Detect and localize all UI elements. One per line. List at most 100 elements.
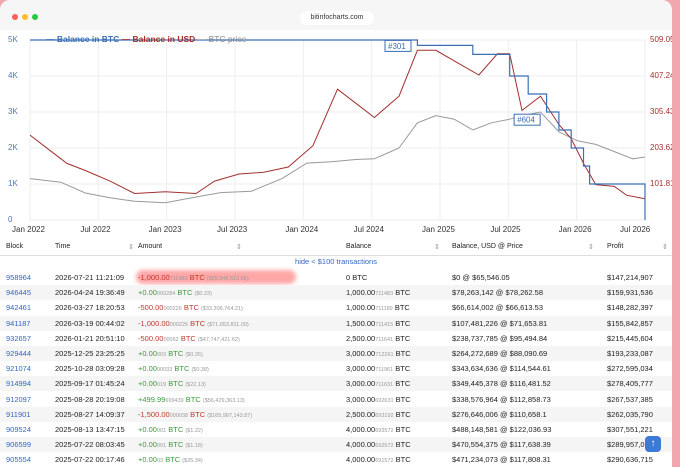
profit-cell: $147,214,907	[607, 273, 653, 282]
block-link[interactable]: 929444	[6, 349, 32, 358]
table-row[interactable]: 932657 2026-01-21 20:51:10 -500.0000062 BT…	[0, 331, 672, 346]
profit-cell: $289,957,016	[607, 440, 653, 450]
close-window-icon[interactable]	[12, 14, 18, 20]
balance-cell: 3,000.00711961 BTC	[346, 364, 411, 374]
col-balance[interactable]: Balance	[346, 243, 372, 250]
x-tick-label: Jul 2026	[620, 225, 651, 234]
balance-cell: 3,000.00711631 BTC	[346, 379, 411, 389]
y-right-tick-label: 509.05	[650, 35, 672, 44]
table-header: Block Time Amount Balance Balance, USD @…	[0, 240, 672, 256]
sort-arrows-icon[interactable]: ⇕	[236, 244, 242, 251]
x-tick-label: Jan 2025	[422, 225, 455, 234]
x-tick-label: Jul 2023	[217, 225, 248, 234]
block-link[interactable]: 912097	[6, 394, 32, 404]
amount-cell: -500.0000062 BTC ($47,747,421.62)	[138, 333, 240, 343]
x-tick-label: Jan 2024	[285, 225, 319, 234]
hide-small-transactions-link[interactable]: hide < $100 transactions	[295, 257, 377, 266]
balance-cell: 3,000.00692631 BTC	[346, 394, 411, 404]
balance-cell: 2,500.00711641 BTC	[346, 333, 411, 343]
maximize-window-icon[interactable]	[32, 14, 38, 20]
x-tick-label: Jul 2025	[490, 225, 521, 234]
sort-arrows-icon[interactable]: ⇕	[662, 244, 668, 251]
time-cell: 2026-04-24 19:36:49	[55, 288, 125, 298]
x-tick-label: Jul 2024	[353, 225, 384, 234]
y-tick-label: 1K	[8, 179, 18, 188]
balance-usd-cell: $338,576,964 @ $112,858.73	[452, 394, 551, 404]
col-amount[interactable]: Amount	[138, 243, 163, 250]
legend-balance-usd: — Balance in USD	[121, 34, 196, 44]
table-row[interactable]: 929444 2025-12-25 23:25:25 +0.00003 BTC ($…	[0, 346, 672, 361]
table-row[interactable]: 905554 2025-07-22 00:17:46 +0.0003 BTC ($3…	[0, 452, 672, 467]
table-row[interactable]: 914994 2025-09-17 01:45:24 +0.00019 BTC ($…	[0, 376, 672, 392]
block-link[interactable]: 906599	[6, 440, 32, 450]
minimize-window-icon[interactable]	[22, 14, 28, 20]
balance-chart: #301 #604	[29, 39, 646, 221]
table-row[interactable]: 942461 2026-03-27 18:20:53 -500.00000226 B…	[0, 300, 672, 315]
profit-cell: $262,035,790	[607, 409, 653, 419]
url-bar[interactable]: bitinfocharts.com	[300, 11, 374, 25]
table-row[interactable]: 911901 2025-08-27 14:09:37 -1,500.00000038…	[0, 406, 672, 422]
table-row[interactable]: 941187 2026-03-19 00:44:02 -1,000.00000226…	[0, 315, 672, 331]
y-right-tick-label: 203.62	[650, 143, 672, 152]
arrow-up-icon[interactable]: ↑	[645, 436, 661, 452]
time-cell: 2026-01-21 20:51:10	[55, 333, 125, 343]
time-cell: 2026-03-19 00:44:02	[55, 318, 125, 328]
balance-usd-cell: $276,646,006 @ $110,658.1	[452, 409, 547, 419]
block-link[interactable]: 921074	[6, 364, 32, 374]
table-row[interactable]: 909524 2025-08-13 13:47:15 +0.00001 BTC ($…	[0, 422, 672, 437]
balance-usd-cell: $471,234,073 @ $117,808.31	[452, 455, 551, 465]
balance-cell: 3,000.00712261 BTC	[346, 349, 411, 358]
balance-usd-cell: $238,737,785 @ $95,494.84	[452, 333, 548, 343]
y-right-tick-label: 101.81	[650, 179, 672, 188]
block-link[interactable]: 905554	[6, 455, 32, 465]
title-bar: bitinfocharts.com	[0, 0, 672, 30]
col-block[interactable]: Block	[6, 243, 24, 250]
table-row[interactable]: 906599 2025-07-22 08:03:45 +0.00001 BTC ($…	[0, 437, 672, 453]
sort-arrows-icon[interactable]: ⇕	[128, 244, 134, 251]
block-link[interactable]: 914994	[6, 379, 32, 389]
col-balance-usd[interactable]: Balance, USD @ Price	[452, 243, 523, 250]
amount-cell: +0.0003 BTC ($35.34)	[138, 455, 203, 465]
amount-cell: -1,500.00000038 BTC ($165,987,143.87)	[138, 409, 253, 419]
block-link[interactable]: 958964	[6, 273, 32, 282]
table-row[interactable]: 912097 2025-08-28 20:19:08 +499.99699439 B…	[0, 392, 672, 407]
y-tick-label: 0	[8, 215, 13, 224]
time-cell: 2026-03-27 18:20:53	[55, 303, 125, 313]
balance-usd-cell: $343,634,636 @ $114,544.61	[452, 364, 551, 374]
balance-cell: 1,000.00711483 BTC	[346, 288, 411, 298]
table-row[interactable]: 946445 2026-04-24 19:36:49 +0.00000284 BTC…	[0, 285, 672, 301]
time-cell: 2025-10-28 03:09:28	[55, 364, 125, 374]
block-link[interactable]: 946445	[6, 288, 32, 298]
time-cell: 2025-09-17 01:45:24	[55, 379, 125, 389]
balance-usd-cell: $488,148,581 @ $122,036.93	[452, 425, 552, 434]
y-tick-label: 2K	[8, 143, 18, 152]
balance-cell: 4,000.00691572 BTC	[346, 455, 411, 465]
block-link[interactable]: 909524	[6, 425, 32, 434]
time-cell: 2026-07-21 11:21:09	[55, 273, 125, 282]
annotation-box[interactable]	[384, 39, 412, 52]
x-tick-label: Jul 2022	[80, 225, 111, 234]
annotation-label: #604	[517, 116, 535, 125]
sort-arrows-icon[interactable]: ⇕	[588, 244, 594, 251]
amount-cell: +0.00001 BTC ($1.18)	[138, 440, 203, 450]
block-link[interactable]: 932657	[6, 333, 32, 343]
block-link[interactable]: 911901	[6, 409, 31, 419]
balance-cell: 1,000.00711189 BTC	[346, 303, 410, 313]
table-row[interactable]: 958964 2026-07-21 11:21:09 -1,000.00711483…	[0, 270, 672, 285]
sort-arrows-icon[interactable]: ⇕	[434, 244, 440, 251]
block-link[interactable]: 942461	[6, 303, 32, 313]
btc-price-line	[29, 111, 646, 204]
y-right-tick-label: 305.43	[650, 107, 672, 116]
time-cell: 2025-08-13 13:47:15	[55, 425, 125, 434]
amount-cell: +0.00000284 BTC ($0.23)	[138, 288, 212, 298]
block-link[interactable]: 941187	[6, 318, 31, 328]
balance-cell: 2,500.00693192 BTC	[346, 409, 411, 419]
col-profit[interactable]: Profit	[607, 243, 624, 250]
col-time[interactable]: Time	[55, 243, 71, 250]
amount-cell: +0.0000033 BTC ($0.38)	[138, 364, 209, 374]
table-row[interactable]: 921074 2025-10-28 03:09:28 +0.0000033 BTC …	[0, 361, 672, 376]
time-cell: 2025-07-22 00:17:46	[55, 455, 125, 465]
annotation-box[interactable]	[513, 113, 541, 126]
x-tick-label: Jan 2022	[12, 225, 45, 234]
amount-cell: +0.00001 BTC ($1.22)	[138, 425, 203, 434]
